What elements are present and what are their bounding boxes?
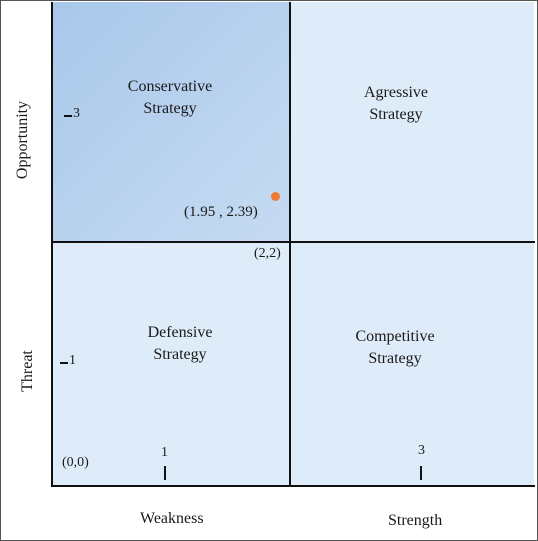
x-axis-line — [51, 485, 535, 487]
quadrant-competitive — [290, 242, 534, 486]
x-axis-label-weakness: Weakness — [140, 510, 204, 527]
origin-label: (0,0) — [62, 455, 89, 470]
quadrant-conservative — [52, 2, 290, 242]
y-axis-line — [51, 2, 53, 487]
x-tick-label-3: 3 — [418, 443, 425, 458]
x-axis-label-strength: Strength — [388, 512, 443, 529]
center-label: (2,2) — [254, 246, 281, 261]
y-tick-label-1: 1 — [69, 353, 76, 368]
vertical-divider — [289, 2, 291, 486]
y-axis-label-threat: Threat — [19, 350, 36, 392]
point-label: (1.95 , 2.39) — [184, 204, 258, 220]
x-tick-1 — [164, 466, 166, 480]
horizontal-divider — [52, 241, 535, 243]
x-tick-3 — [420, 466, 422, 480]
y-axis-label-opportunity: Opportunity — [14, 100, 31, 180]
quadrant-defensive — [52, 242, 290, 486]
quadrant-aggressive — [290, 2, 534, 242]
x-tick-label-1: 1 — [161, 445, 168, 460]
defensive-strategy-label: Defensive Strategy — [147, 324, 213, 363]
y-tick-1 — [60, 362, 68, 364]
aggressive-strategy-label: Agressive Strategy — [364, 84, 428, 123]
y-tick-3 — [64, 115, 72, 117]
competitive-strategy-label: Competitive Strategy — [355, 328, 435, 367]
y-tick-label-3: 3 — [73, 106, 80, 121]
data-point — [271, 192, 280, 201]
conservative-strategy-label: Conservative Strategy — [127, 78, 213, 117]
